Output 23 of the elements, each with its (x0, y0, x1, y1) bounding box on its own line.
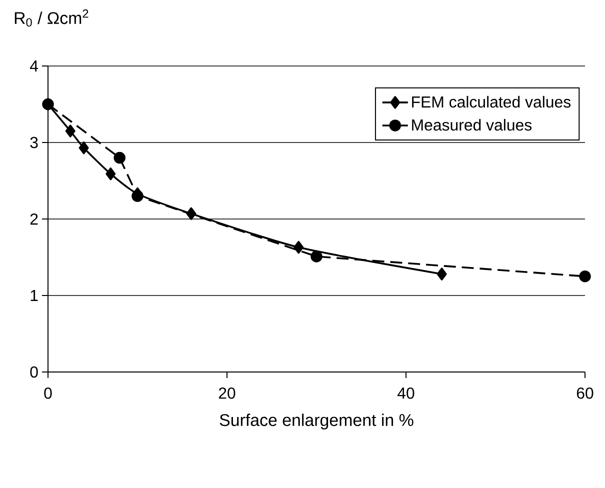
x-tick-label: 20 (218, 388, 236, 399)
point (579, 270, 591, 282)
point (114, 152, 126, 164)
x-tick-label: 60 (576, 388, 594, 399)
y-tick-label: 3 (30, 136, 38, 148)
point (186, 207, 196, 220)
y-tick-label: 2 (30, 213, 38, 225)
x-tick-label: 0 (44, 388, 52, 399)
x-tick-label: 40 (397, 388, 414, 399)
point (106, 167, 116, 180)
point (65, 124, 76, 138)
x-axis-title: Surface enlargement in % (220, 414, 414, 430)
point (436, 268, 447, 280)
point (310, 250, 322, 262)
y-tick-label: 4 (30, 60, 38, 72)
legend-label: Measured values (412, 118, 532, 131)
point (132, 190, 144, 202)
y-axis-title: R$_{0}$ / Ωcm$^{2}$ (14, 9, 88, 27)
y-tick-label: 1 (30, 290, 38, 301)
point (78, 141, 89, 154)
legend-label: FEM calculated values (412, 96, 571, 108)
point (294, 240, 304, 254)
y-tick-label: 0 (30, 366, 38, 378)
